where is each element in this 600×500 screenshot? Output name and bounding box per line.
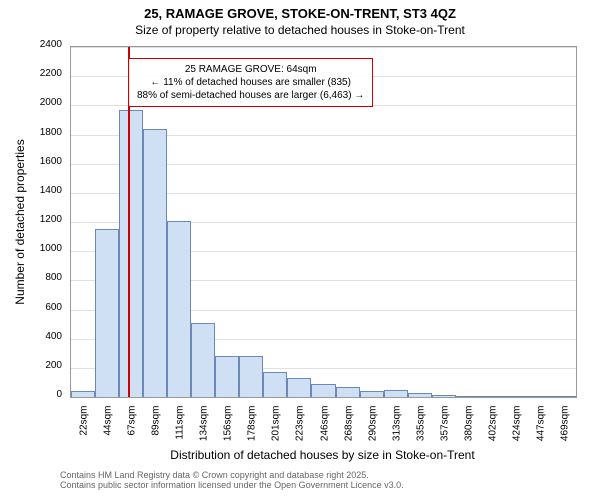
y-tick-label: 800: [0, 272, 62, 283]
histogram-bar: [71, 391, 95, 397]
y-tick-label: 1400: [0, 185, 62, 196]
footer-text: Contains HM Land Registry data © Crown c…: [60, 470, 404, 490]
y-tick-label: 2000: [0, 97, 62, 108]
histogram-bar: [528, 396, 552, 397]
gridline: [71, 47, 576, 48]
chart-subtitle: Size of property relative to detached ho…: [0, 21, 600, 37]
histogram-bar: [119, 110, 143, 397]
histogram-bar: [215, 356, 239, 397]
annotation-box: 25 RAMAGE GROVE: 64sqm← 11% of detached …: [128, 58, 373, 107]
annotation-line2: ← 11% of detached houses are smaller (83…: [137, 76, 364, 89]
x-tick-label: 178sqm: [247, 406, 258, 456]
x-tick-label: 469sqm: [559, 406, 570, 456]
x-tick-label: 134sqm: [199, 406, 210, 456]
footer-line1: Contains HM Land Registry data © Crown c…: [60, 470, 404, 480]
x-tick-label: 357sqm: [439, 406, 450, 456]
x-tick-label: 246sqm: [319, 406, 330, 456]
x-tick-label: 335sqm: [415, 406, 426, 456]
histogram-bar: [239, 356, 263, 397]
histogram-bar: [360, 391, 384, 397]
y-tick-label: 600: [0, 302, 62, 313]
histogram-bar: [95, 229, 119, 397]
x-tick-label: 89sqm: [151, 406, 162, 456]
x-tick-label: 111sqm: [175, 406, 186, 456]
footer-line2: Contains public sector information licen…: [60, 480, 404, 490]
y-tick-label: 200: [0, 360, 62, 371]
x-tick-label: 380sqm: [463, 406, 474, 456]
histogram-bar: [143, 129, 167, 397]
y-tick-label: 0: [0, 389, 62, 400]
x-tick-label: 268sqm: [343, 406, 354, 456]
histogram-bar: [504, 396, 528, 397]
x-tick-label: 67sqm: [127, 406, 138, 456]
chart-title: 25, RAMAGE GROVE, STOKE-ON-TRENT, ST3 4Q…: [0, 0, 600, 21]
x-tick-label: 223sqm: [295, 406, 306, 456]
annotation-line1: 25 RAMAGE GROVE: 64sqm: [137, 63, 364, 76]
y-tick-label: 400: [0, 331, 62, 342]
histogram-bar: [336, 387, 360, 397]
y-tick-label: 2200: [0, 68, 62, 79]
x-tick-label: 402sqm: [487, 406, 498, 456]
x-tick-label: 156sqm: [223, 406, 234, 456]
histogram-bar: [287, 378, 311, 397]
x-tick-label: 201sqm: [271, 406, 282, 456]
histogram-bar: [311, 384, 335, 397]
histogram-bar: [552, 396, 576, 397]
histogram-bar: [263, 372, 287, 397]
y-tick-label: 1600: [0, 156, 62, 167]
histogram-bar: [456, 396, 480, 397]
histogram-bar: [432, 395, 456, 397]
x-tick-label: 290sqm: [367, 406, 378, 456]
histogram-bar: [191, 323, 215, 397]
x-tick-label: 424sqm: [511, 406, 522, 456]
histogram-bar: [408, 393, 432, 397]
y-tick-label: 2400: [0, 39, 62, 50]
x-tick-label: 44sqm: [103, 406, 114, 456]
chart-container: 25, RAMAGE GROVE, STOKE-ON-TRENT, ST3 4Q…: [0, 0, 600, 500]
annotation-line3: 88% of semi-detached houses are larger (…: [137, 89, 364, 102]
y-tick-label: 1800: [0, 127, 62, 138]
histogram-bar: [384, 390, 408, 397]
y-tick-label: 1000: [0, 243, 62, 254]
histogram-bar: [167, 221, 191, 397]
y-tick-label: 1200: [0, 214, 62, 225]
x-tick-label: 22sqm: [79, 406, 90, 456]
x-tick-label: 313sqm: [391, 406, 402, 456]
x-tick-label: 447sqm: [535, 406, 546, 456]
histogram-bar: [480, 396, 504, 397]
